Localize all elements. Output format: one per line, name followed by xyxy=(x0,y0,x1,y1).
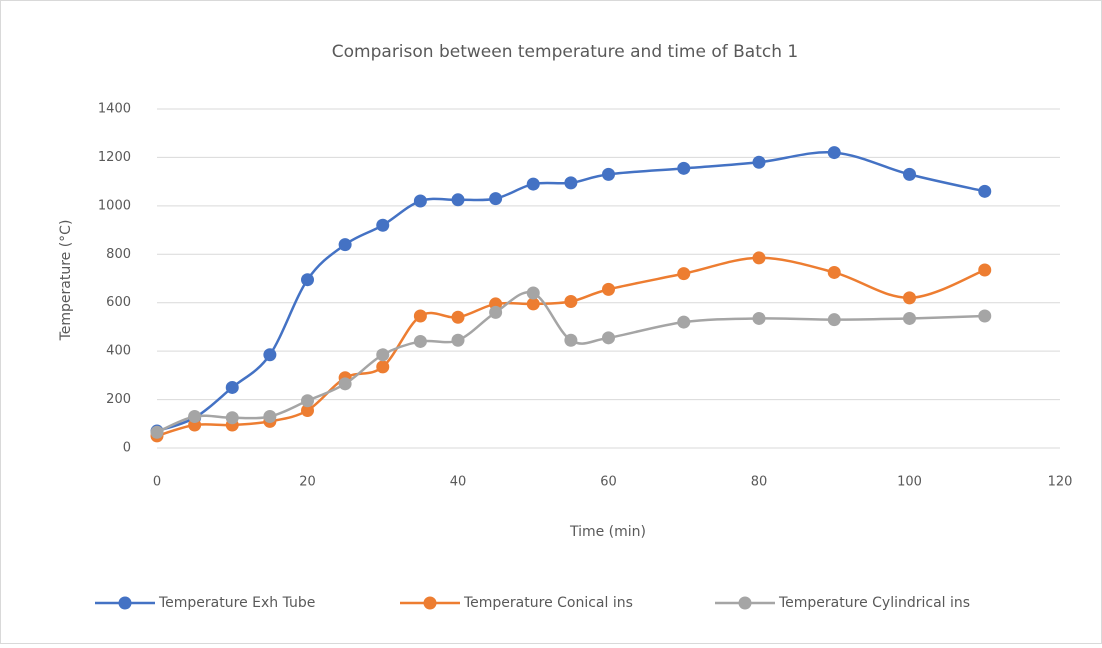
y-tick-label: 600 xyxy=(106,295,131,310)
data-point xyxy=(677,316,690,329)
x-tick-label: 80 xyxy=(751,475,768,490)
data-point xyxy=(564,176,577,189)
y-tick-label: 400 xyxy=(106,344,131,359)
data-point xyxy=(151,426,164,439)
legend-marker xyxy=(424,597,437,610)
data-point xyxy=(226,411,239,424)
data-point xyxy=(903,168,916,181)
x-tick-label: 0 xyxy=(153,475,161,490)
data-point xyxy=(489,306,502,319)
x-tick-label: 40 xyxy=(450,475,467,490)
y-tick-label: 0 xyxy=(123,441,131,456)
data-point xyxy=(753,251,766,264)
data-point xyxy=(903,312,916,325)
y-tick-label: 1200 xyxy=(98,150,131,165)
data-point xyxy=(602,331,615,344)
x-tick-label: 100 xyxy=(897,475,922,490)
data-point xyxy=(978,185,991,198)
data-point xyxy=(828,146,841,159)
legend-label: Temperature Conical ins xyxy=(463,595,633,611)
data-point xyxy=(978,264,991,277)
legend-label: Temperature Cylindrical ins xyxy=(778,595,970,611)
y-axis-title: Temperature (°C) xyxy=(58,220,74,342)
data-point xyxy=(376,348,389,361)
x-tick-label: 120 xyxy=(1048,475,1073,490)
data-point xyxy=(452,311,465,324)
y-tick-label: 1400 xyxy=(98,102,131,117)
data-point xyxy=(903,291,916,304)
legend-marker xyxy=(119,597,132,610)
data-point xyxy=(753,312,766,325)
data-point xyxy=(828,266,841,279)
chart-border xyxy=(1,1,1102,644)
legend-marker xyxy=(739,597,752,610)
data-point xyxy=(564,295,577,308)
data-point xyxy=(602,168,615,181)
data-point xyxy=(263,410,276,423)
chart-title: Comparison between temperature and time … xyxy=(332,42,798,62)
x-tick-label: 20 xyxy=(299,475,316,490)
legend-label: Temperature Exh Tube xyxy=(158,595,315,611)
data-point xyxy=(452,193,465,206)
data-point xyxy=(602,283,615,296)
data-point xyxy=(263,348,276,361)
y-tick-label: 800 xyxy=(106,247,131,262)
data-point xyxy=(527,287,540,300)
data-point xyxy=(226,381,239,394)
data-point xyxy=(339,238,352,251)
data-point xyxy=(564,334,577,347)
data-point xyxy=(376,219,389,232)
data-point xyxy=(452,334,465,347)
data-point xyxy=(301,394,314,407)
y-tick-label: 200 xyxy=(106,392,131,407)
data-point xyxy=(677,162,690,175)
x-tick-label: 60 xyxy=(600,475,617,490)
data-point xyxy=(414,195,427,208)
data-point xyxy=(753,156,766,169)
data-point xyxy=(828,313,841,326)
data-point xyxy=(414,335,427,348)
data-point xyxy=(376,360,389,373)
data-point xyxy=(677,267,690,280)
chart: Comparison between temperature and time … xyxy=(0,0,1102,644)
data-point xyxy=(527,178,540,191)
y-tick-label: 1000 xyxy=(98,198,131,213)
data-point xyxy=(489,192,502,205)
data-point xyxy=(414,310,427,323)
data-point xyxy=(188,410,201,423)
x-axis-title: Time (min) xyxy=(569,524,646,540)
data-point xyxy=(978,310,991,323)
data-point xyxy=(301,273,314,286)
data-point xyxy=(339,377,352,390)
